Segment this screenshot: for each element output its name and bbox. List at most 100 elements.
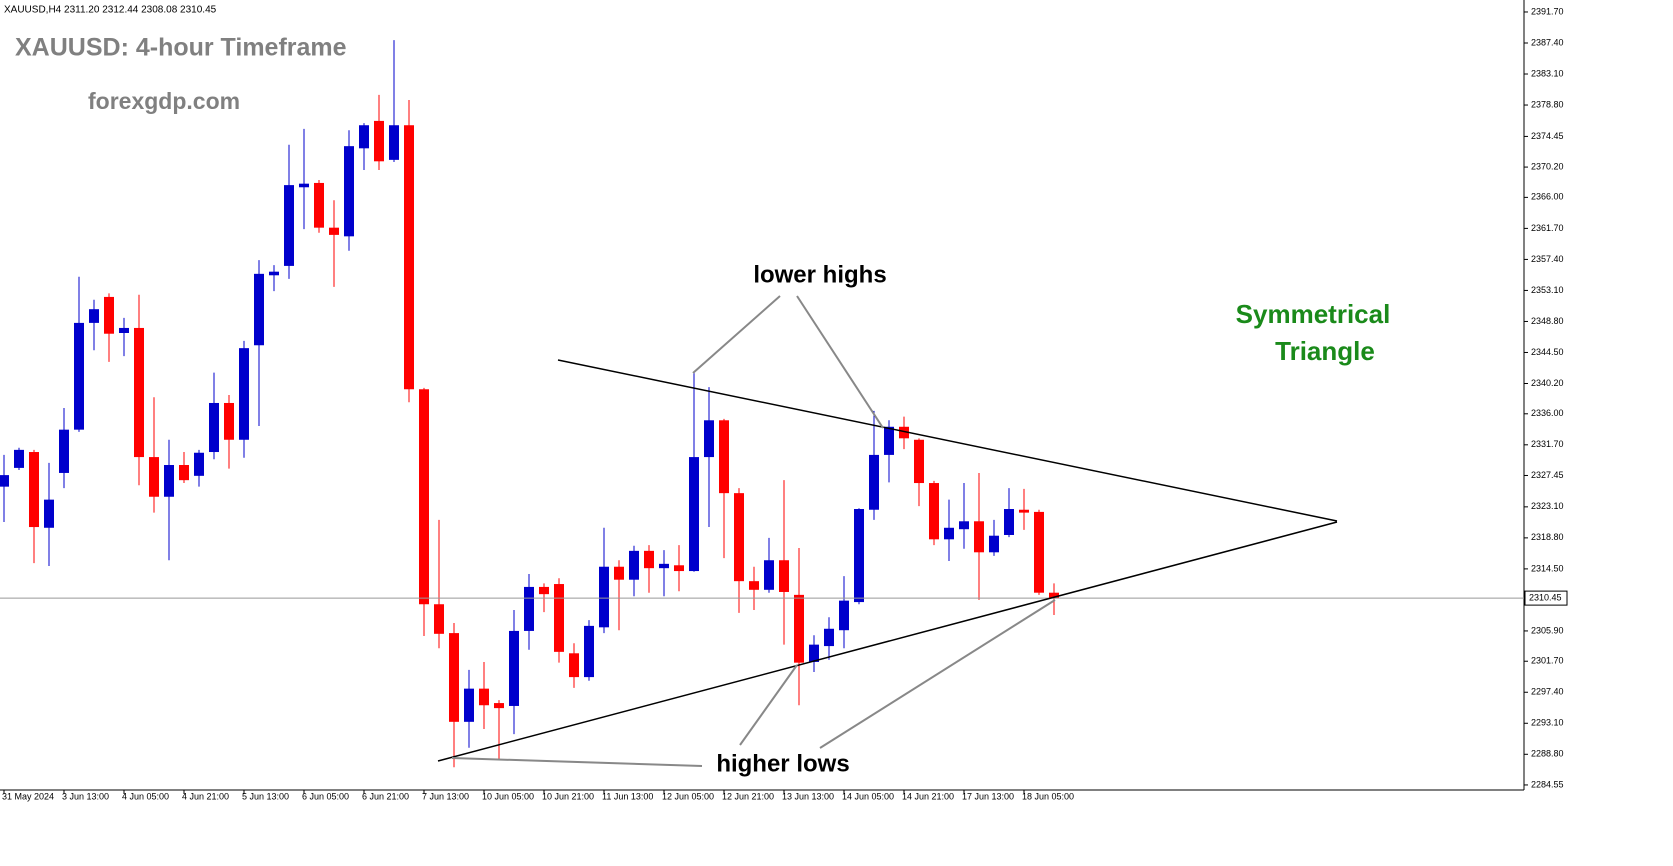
candle-body	[419, 389, 429, 605]
candle-body	[944, 527, 954, 540]
y-tick-label: 2297.40	[1531, 687, 1564, 697]
candle-body	[884, 426, 894, 455]
x-tick-label: 14 Jun 05:00	[842, 791, 894, 801]
chart-title: XAUUSD: 4-hour Timeframe	[15, 34, 347, 62]
candle-body	[1049, 592, 1059, 599]
candle-body	[284, 185, 294, 266]
candle-body	[1034, 511, 1044, 593]
candle-body	[239, 348, 249, 440]
x-tick-label: 18 Jun 05:00	[1022, 791, 1074, 801]
candle-body	[389, 125, 399, 160]
candle-body	[269, 271, 279, 276]
candle-body	[59, 429, 69, 473]
candle-body	[674, 565, 684, 572]
x-tick-label: 14 Jun 21:00	[902, 791, 954, 801]
trendlines	[437, 359, 1338, 762]
candle-body	[374, 120, 384, 162]
candle-body	[554, 584, 564, 652]
candle-body	[629, 550, 639, 580]
candle-body	[719, 420, 729, 494]
candle-body	[599, 566, 609, 628]
y-tick-label: 2383.10	[1531, 68, 1564, 78]
candle-body	[959, 521, 969, 530]
y-tick-label: 2348.80	[1531, 316, 1564, 326]
pointer	[739, 664, 798, 746]
y-tick-label: 2387.40	[1531, 37, 1564, 47]
annotation: higher lows	[716, 750, 849, 777]
candle-body	[329, 227, 339, 235]
candle-body	[734, 493, 744, 582]
candle-body	[764, 560, 774, 590]
candle-body	[0, 475, 9, 487]
candle-body	[164, 465, 174, 497]
candle-body	[434, 604, 444, 634]
candle-body	[989, 535, 999, 553]
upper-trendline	[557, 359, 1338, 522]
y-tick-label: 2293.10	[1531, 718, 1564, 728]
candle-body	[509, 630, 519, 706]
candle-body	[689, 457, 699, 572]
candle-body	[104, 296, 114, 334]
candle-body	[1019, 509, 1029, 513]
candle-body	[479, 688, 489, 706]
x-tick-label: 4 Jun 21:00	[182, 791, 229, 801]
x-tick-label: 3 Jun 13:00	[62, 791, 109, 801]
candle-body	[524, 586, 534, 631]
candle-body	[704, 420, 714, 458]
candle-body	[569, 653, 579, 678]
candle-body	[659, 563, 669, 569]
candle-body	[929, 483, 939, 540]
candle-body	[914, 439, 924, 484]
pointer-lines	[451, 295, 1056, 767]
y-tick-label: 2305.90	[1531, 625, 1564, 635]
last-price-box	[1524, 590, 1568, 606]
subtitle: forexgdp.com	[88, 88, 240, 114]
candle-body	[299, 183, 309, 188]
annotation: Triangle	[1275, 336, 1375, 366]
candle-body	[779, 560, 789, 592]
candle-body	[974, 521, 984, 553]
last-price-label: 2310.45	[1529, 592, 1562, 602]
y-tick-label: 2301.70	[1531, 656, 1564, 666]
y-tick-label: 2318.80	[1531, 532, 1564, 542]
y-tick-label: 2353.10	[1531, 285, 1564, 295]
x-tick-label: 10 Jun 05:00	[482, 791, 534, 801]
candle-body	[494, 703, 504, 709]
y-tick-label: 2284.55	[1531, 779, 1564, 789]
candle-body	[404, 125, 414, 390]
candle-body	[359, 125, 369, 149]
candle-body	[89, 309, 99, 323]
candle-body	[194, 452, 204, 476]
candle-body	[344, 146, 354, 237]
annotation: lower highs	[753, 261, 886, 288]
y-tick-label: 2327.45	[1531, 470, 1564, 480]
y-tick-label: 2361.70	[1531, 223, 1564, 233]
candle-body	[899, 426, 909, 439]
y-tick-label: 2331.70	[1531, 439, 1564, 449]
candle-body	[314, 182, 324, 228]
candle-body	[44, 499, 54, 528]
candle-body	[839, 600, 849, 631]
pointer	[451, 757, 703, 767]
candle-body	[254, 273, 264, 346]
candle-body	[794, 594, 804, 663]
candle-body	[149, 457, 159, 497]
x-tick-label: 10 Jun 21:00	[542, 791, 594, 801]
candle-body	[614, 566, 624, 580]
candle-body	[134, 327, 144, 458]
y-tick-label: 2344.50	[1531, 347, 1564, 357]
x-tick-label: 5 Jun 13:00	[242, 791, 289, 801]
candle-body	[14, 449, 24, 468]
header: XAUUSD,H4 2311.20 2312.44 2308.08 2310.4…	[4, 5, 217, 16]
candle-body	[449, 633, 459, 722]
candle-body	[74, 322, 84, 430]
x-tick-label: 17 Jun 13:00	[962, 791, 1014, 801]
x-tick-label: 12 Jun 21:00	[722, 791, 774, 801]
candle-body	[869, 454, 879, 510]
y-tick-label: 2366.00	[1531, 192, 1564, 202]
x-tick-label: 6 Jun 21:00	[362, 791, 409, 801]
x-tick-label: 7 Jun 13:00	[422, 791, 469, 801]
y-tick-label: 2370.20	[1531, 161, 1564, 171]
